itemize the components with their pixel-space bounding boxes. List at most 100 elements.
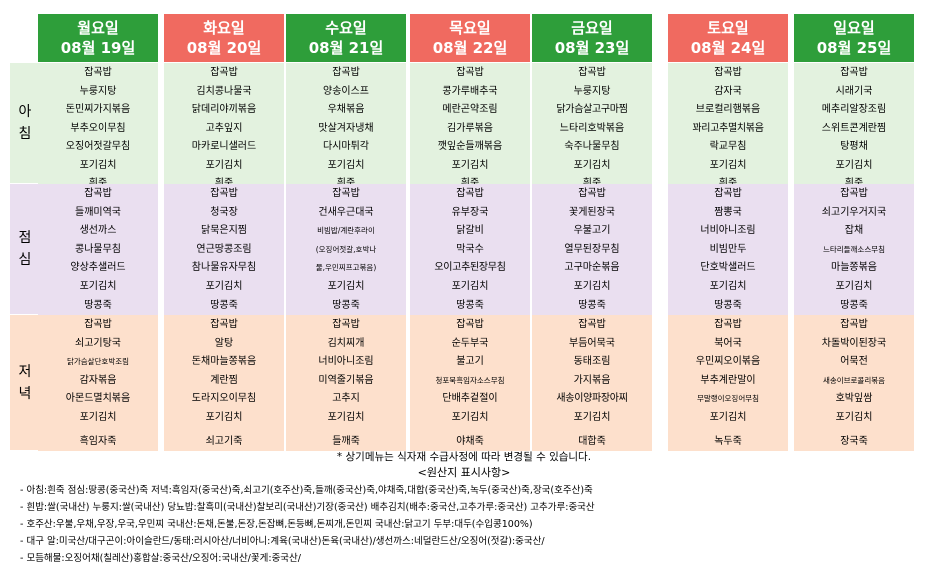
menu-item: 잡곡밥: [714, 188, 742, 199]
menu-cell-breakfast: 잡곡밥김치콩나물국닭데리야끼볶음고추잎지마카로니샐러드포기김치흰죽: [164, 63, 284, 189]
day-header: 화요일 08월 20일: [164, 14, 284, 62]
menu-item: 연근땅콩조림: [196, 243, 252, 255]
day-name: 화요일: [203, 19, 245, 37]
day-header: 일요일 08월 25일: [794, 14, 914, 62]
origin-line: - 아침:흰죽 점심:땅콩(중국산)죽 저녁:흑임자(중국산)죽,쇠고기(호주산…: [20, 485, 593, 496]
menu-item: 녹두죽: [714, 435, 742, 447]
menu-item: 땅콩죽: [210, 299, 238, 311]
menu-item: 고추지: [332, 393, 360, 404]
meal-label-char: 심: [18, 252, 32, 268]
menu-item: 우민찌오이볶음: [695, 356, 761, 367]
day-header: 금요일 08월 23일: [532, 14, 652, 62]
menu-item: 잡곡밥: [456, 188, 484, 199]
menu-item: 닭묵은지찜: [201, 225, 247, 236]
menu-cell-lunch: 잡곡밥 꽃게된장국 우불고기 열무된장무침 고구마순볶음 포기김치 땅콩죽: [532, 184, 652, 315]
menu-item: 너비아니조림: [700, 225, 756, 236]
origin-line: - 대구 알:미국산/대구곤이:아이슬란드/동태:러시아산/너비아니:계육(국내…: [20, 536, 545, 547]
menu-item: 단호박샐러드: [700, 262, 756, 273]
menu-item: 가지볶음: [573, 374, 611, 386]
menu-cell-dinner: 잡곡밥 쇠고기탕국 닭가슴살단호박조림 감자볶음 아몬드멸치볶음 포기김치 흑임자죽: [38, 315, 158, 451]
menu-item: 북어국: [714, 337, 742, 349]
menu-cell-dinner: 잡곡밥 순두부국 불고기 청포묵흑임자소스무침 단배추겉절이 포기김치 야채죽: [410, 315, 530, 451]
menu-item: 김치찌개: [327, 337, 365, 349]
menu-item: 쇠고기우거지국: [821, 206, 887, 218]
menu-item: 잡곡밥: [714, 67, 742, 78]
menu-item: 콩나물무침: [75, 243, 121, 255]
menu-item: 콩가루배추국: [442, 85, 498, 97]
menu-item: 잡곡밥: [456, 319, 484, 330]
menu-item: 땅콩죽: [84, 299, 112, 311]
menu-item: 알탕: [214, 337, 234, 349]
menu-item: 포기김치: [573, 159, 611, 171]
menu-item: 불고기: [456, 356, 484, 367]
menu-item: 김가루볶음: [447, 122, 493, 134]
menu-item: 포기김치: [205, 411, 243, 423]
menu-item: 어묵전: [840, 356, 868, 367]
menu-item: 생선까스: [79, 225, 117, 236]
menu-cell-lunch: 잡곡밥 쇠고기우거지국 잡채 느타리들깨소스무침 마늘쫑볶음 포기김치 땅콩죽: [794, 184, 914, 315]
menu-item: 김치콩나물국: [196, 85, 252, 97]
meal-label-char: 저: [18, 363, 32, 380]
menu-item: 양상추샐러드: [70, 262, 126, 273]
menu-item: 숙주나물무침: [564, 141, 620, 152]
menu-change-notice: * 상기메뉴는 식자재 수급사정에 따라 변경될 수 있습니다.: [336, 451, 592, 463]
meal-label-breakfast: 아 침: [10, 63, 40, 183]
menu-item: 포기김치: [835, 159, 873, 171]
menu-item: 스위트콘계란찜: [821, 122, 887, 134]
menu-item: 포기김치: [79, 411, 117, 423]
menu-item: 브로컬리햄볶음: [695, 104, 761, 115]
menu-item: 포기김치: [835, 280, 873, 292]
menu-item: 잡곡밥: [456, 67, 484, 78]
day-name: 월요일: [77, 19, 119, 37]
menu-item: 흰죽: [845, 175, 863, 194]
day-header: 토요일 08월 24일: [668, 14, 788, 62]
menu-item: 잡곡밥: [84, 188, 112, 199]
menu-cell-breakfast: 잡곡밥누룽지탕돈민찌가지볶음부추오이무침오징어젓갈무침포기김치흰죽: [38, 63, 158, 189]
menu-item: 잡곡밥: [84, 67, 112, 78]
menu-item: 무말랭이오징어무침: [696, 394, 760, 403]
menu-item: 도라지오이무침: [191, 393, 257, 404]
menu-item: 땅콩죽: [332, 299, 360, 311]
menu-cell-dinner: 잡곡밥 부듬어묵국 동태조림 가지볶음 새송이양파장아찌 포기김치 대합죽: [532, 315, 652, 451]
menu-item: 잡곡밥: [332, 319, 360, 330]
menu-item: 호박잎쌈: [835, 393, 873, 404]
menu-item: 짬뽕국: [714, 206, 742, 218]
menu-item: 잡곡밥: [578, 319, 606, 330]
menu-item: 흰죽: [89, 175, 107, 194]
day-date: 08월 23일: [554, 39, 630, 57]
menu-item: 땅콩죽: [714, 299, 742, 311]
menu-item: 쇠고기탕국: [75, 337, 121, 349]
menu-item: 새송이브로콜리볶음: [822, 375, 886, 385]
meal-label-dinner: 저 녁: [10, 315, 40, 450]
day-name: 금요일: [571, 19, 613, 37]
menu-item: 쇠고기죽: [205, 435, 243, 447]
menu-item: 잡곡밥: [840, 319, 868, 330]
menu-item: 순두부국: [451, 337, 489, 349]
menu-cell-lunch: 잡곡밥 청국장 닭묵은지찜 연근땅콩조림 참나물유자무침 포기김치 땅콩죽: [164, 184, 284, 315]
menu-item: 마늘쫑볶음: [831, 262, 877, 273]
menu-item: 잡곡밥: [840, 67, 868, 78]
meal-label-char: 점: [18, 230, 32, 246]
menu-item: 포기김치: [327, 280, 365, 292]
menu-item: (오징어젓갈,호박나: [315, 244, 377, 254]
menu-item: 열무된장무침: [564, 243, 620, 255]
day-date: 08월 24일: [690, 39, 766, 57]
menu-item: 아몬드멸치볶음: [65, 393, 131, 404]
menu-item: 미역줄기볶음: [318, 374, 374, 386]
menu-cell-dinner: 잡곡밥 알탕 돈채마늘쫑볶음 계란찜 도라지오이무침 포기김치 쇠고기죽: [164, 315, 284, 451]
menu-item: 들깨미역국: [75, 206, 121, 218]
menu-item: 느타리호박볶음: [559, 122, 625, 134]
menu-item: 돈민찌가지볶음: [65, 104, 131, 115]
menu-item: 포기김치: [709, 159, 747, 171]
menu-item: 흰죽: [583, 175, 601, 194]
day-name: 토요일: [707, 19, 749, 37]
menu-item: 포기김치: [573, 280, 611, 292]
menu-item: 메추리알장조림: [821, 104, 887, 115]
menu-item: 막국수: [456, 243, 484, 255]
menu-item: 단배추겉절이: [442, 393, 498, 404]
menu-item: 동태조림: [573, 356, 611, 367]
day-header: 목요일 08월 22일: [410, 14, 530, 62]
menu-item: 차돌박이된장국: [821, 337, 887, 349]
menu-item: 포기김치: [835, 411, 873, 423]
menu-item: 야채죽: [456, 435, 484, 447]
